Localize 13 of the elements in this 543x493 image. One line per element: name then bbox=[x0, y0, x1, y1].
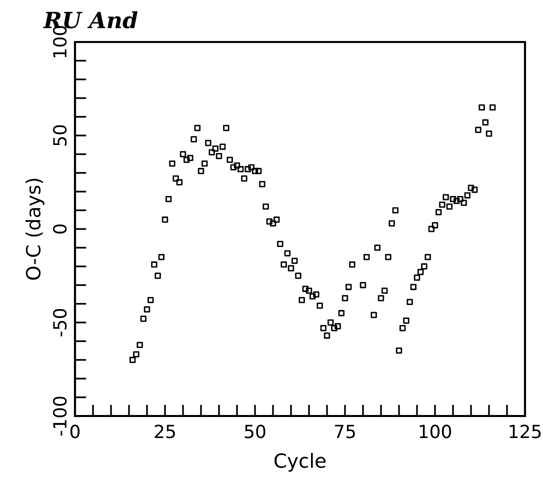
y-tick-label: 0 bbox=[52, 224, 67, 234]
x-axis-title: Cycle bbox=[274, 452, 326, 472]
y-axis-title: O-C (days) bbox=[26, 178, 44, 280]
x-tick-label: 0 bbox=[70, 424, 80, 438]
x-tick-label: 100 bbox=[420, 424, 452, 438]
y-tick-label: 50 bbox=[52, 125, 67, 146]
x-tick-label: 50 bbox=[244, 424, 266, 438]
x-tick-label: 125 bbox=[510, 424, 541, 438]
x-tick-label: 75 bbox=[334, 424, 355, 438]
x-tick-label: 25 bbox=[154, 424, 175, 438]
chart-title: RU And bbox=[42, 11, 138, 28]
y-tick-label: -100 bbox=[52, 396, 67, 436]
y-tick-label: -50 bbox=[52, 308, 67, 336]
